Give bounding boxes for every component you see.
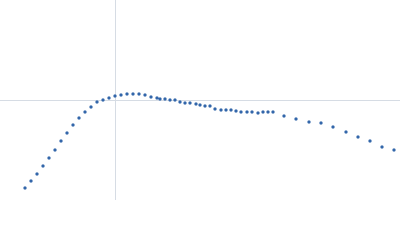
point <box>183 101 187 105</box>
point <box>198 103 202 107</box>
point <box>158 97 162 101</box>
point <box>194 102 198 106</box>
point <box>234 109 238 113</box>
point <box>229 108 233 112</box>
point <box>65 131 69 135</box>
point <box>107 96 111 100</box>
point <box>245 110 249 114</box>
point <box>380 145 384 149</box>
point <box>163 97 167 101</box>
point <box>266 110 270 114</box>
point <box>203 104 207 108</box>
point <box>178 100 182 104</box>
point <box>239 110 243 114</box>
point <box>131 92 135 96</box>
point <box>368 139 372 143</box>
point <box>307 120 311 124</box>
point <box>149 95 153 99</box>
point <box>331 125 335 129</box>
point <box>271 110 275 114</box>
point <box>113 94 117 98</box>
point <box>89 105 93 109</box>
point <box>392 148 396 152</box>
point <box>319 121 323 125</box>
point <box>155 96 159 100</box>
point <box>173 98 177 102</box>
point <box>95 100 99 104</box>
point <box>125 92 129 96</box>
point <box>256 111 260 115</box>
point <box>261 110 265 114</box>
point <box>119 93 123 97</box>
point <box>77 116 81 120</box>
point <box>137 92 141 96</box>
point <box>59 139 63 143</box>
point <box>71 123 75 127</box>
point <box>282 114 286 118</box>
point <box>47 156 51 160</box>
point <box>83 110 87 114</box>
point <box>208 104 212 108</box>
point <box>143 93 147 97</box>
point <box>294 117 298 121</box>
point <box>344 130 348 134</box>
chart <box>0 0 400 200</box>
point <box>53 148 57 152</box>
point <box>356 135 360 139</box>
point <box>168 98 172 102</box>
point <box>250 110 254 114</box>
point <box>188 101 192 105</box>
point <box>101 98 105 102</box>
point <box>35 172 39 176</box>
point <box>224 108 228 112</box>
point <box>213 107 217 111</box>
point <box>29 179 33 183</box>
point <box>23 186 27 190</box>
point <box>219 108 223 112</box>
point <box>41 164 45 168</box>
